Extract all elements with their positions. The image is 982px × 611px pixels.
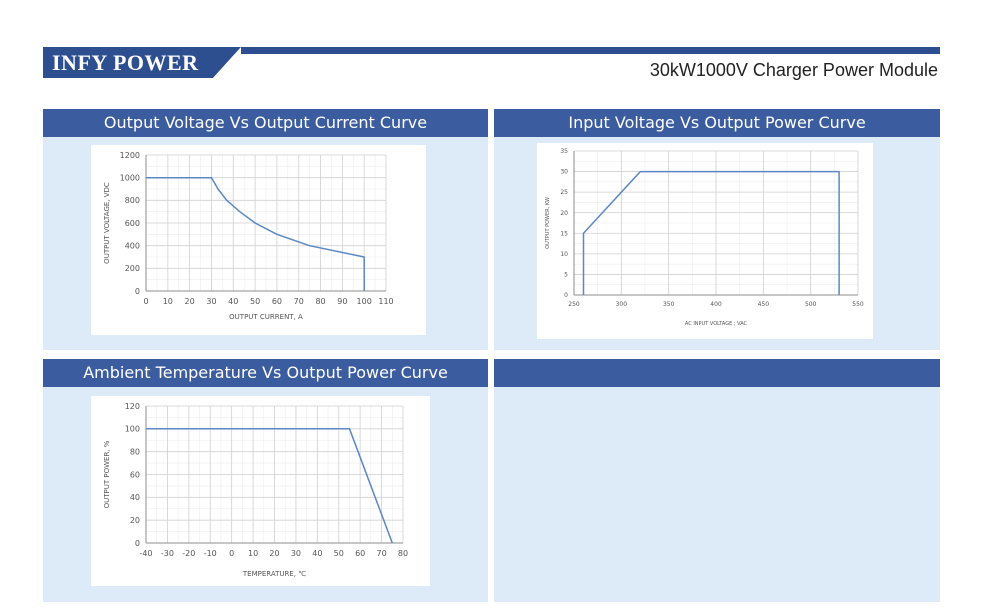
series-line	[582, 170, 840, 295]
x-tick-label: 40	[228, 297, 238, 306]
x-tick-label: -20	[182, 549, 195, 558]
series-line	[146, 428, 394, 544]
x-tick-label: 10	[248, 549, 258, 558]
x-tick-label: 20	[185, 297, 195, 306]
x-tick-label: 60	[272, 297, 282, 306]
panel-title	[494, 359, 940, 387]
x-axis-label: TEMPERATURE, ℃	[242, 570, 306, 578]
y-tick-label: 60	[130, 470, 140, 479]
chart-voltage-current: 0 10 20 30 40 50 60 70 80 90 100 110 0 200 400 600 800 10…	[103, 151, 394, 321]
panel-temperature-power: Ambient Temperature Vs Output Power Curv…	[43, 359, 488, 602]
y-axis-label: OUTPUT POWER, %	[103, 440, 111, 508]
panel-title: Input Voltage Vs Output Power Curve	[494, 109, 940, 137]
series-line	[146, 176, 365, 291]
y-tick-label: 40	[130, 493, 140, 502]
y-tick-label: 100	[125, 425, 140, 434]
x-tick-label: 50	[250, 297, 260, 306]
x-tick-label: 350	[663, 301, 675, 308]
x-tick-label: 0	[143, 297, 148, 306]
x-tick-label: 80	[315, 297, 325, 306]
y-axis-label: OUTPUT POWER, KW	[545, 197, 551, 249]
x-tick-label: 300	[616, 301, 628, 308]
chart-temperature-power-box: -40 -30 -20 -10 0 10 20 30 40 50 60 70 80 0 20 40 60 80 10…	[91, 396, 430, 586]
y-tick-label: 0	[135, 539, 140, 548]
y-tick-label: 1200	[120, 151, 140, 160]
header-bar	[43, 47, 940, 54]
brand-banner	[43, 47, 241, 78]
x-tick-label: 50	[334, 549, 344, 558]
x-axis-label: OUTPUT CURRENT, A	[229, 313, 303, 321]
y-axis-label: OUTPUT VOLTAGE, VDC	[103, 182, 111, 264]
panel-empty	[494, 359, 940, 602]
y-tick-label: 0	[135, 287, 140, 296]
chart-input-voltage-power-box: 250 300 350 400 450 500 550 0 5 10 15 20 25 30 35 AC IN…	[537, 143, 873, 339]
x-tick-label: 110	[378, 297, 393, 306]
panel-input-voltage-power: Input Voltage Vs Output Power Curve 250 3…	[494, 109, 940, 350]
x-axis-label: AC INPUT VOLTAGE ; VAC	[685, 321, 748, 327]
panel-title: Ambient Temperature Vs Output Power Curv…	[43, 359, 488, 387]
x-tick-label: 40	[312, 549, 322, 558]
x-tick-label: -30	[161, 549, 174, 558]
x-tick-label: -10	[204, 549, 217, 558]
panel-voltage-current: Output Voltage Vs Output Current Curve 0…	[43, 109, 488, 350]
chart-temperature-power: -40 -30 -20 -10 0 10 20 30 40 50 60 70 80 0 20 40 60 80 10…	[103, 402, 408, 578]
x-tick-label: 30	[206, 297, 216, 306]
product-title: 30kW1000V Charger Power Module	[649, 60, 938, 80]
brand-logo: INFY POWER	[52, 50, 199, 75]
y-tick-label: 120	[125, 402, 140, 411]
y-tick-label: 10	[560, 251, 568, 258]
x-tick-label: 70	[376, 549, 386, 558]
x-tick-label: 90	[337, 297, 347, 306]
y-tick-label: 200	[125, 264, 140, 273]
x-tick-label: 550	[852, 301, 864, 308]
x-tick-label: 450	[758, 301, 770, 308]
y-tick-label: 20	[560, 210, 568, 217]
y-tick-label: 15	[560, 230, 568, 237]
x-tick-label: 10	[163, 297, 173, 306]
y-tick-label: 20	[130, 516, 140, 525]
x-tick-label: 30	[291, 549, 301, 558]
panel-title: Output Voltage Vs Output Current Curve	[43, 109, 488, 137]
x-tick-label: -40	[139, 549, 152, 558]
y-tick-label: 400	[125, 241, 140, 250]
x-tick-label: 70	[294, 297, 304, 306]
x-tick-label: 80	[398, 549, 408, 558]
x-tick-label: 100	[357, 297, 372, 306]
x-tick-label: 250	[568, 301, 580, 308]
x-tick-label: 500	[805, 301, 817, 308]
y-tick-label: 25	[560, 189, 568, 196]
x-tick-label: 400	[710, 301, 722, 308]
x-tick-label: 20	[269, 549, 279, 558]
x-tick-label: 60	[355, 549, 365, 558]
y-tick-label: 80	[130, 447, 140, 456]
y-tick-label: 1000	[120, 173, 140, 182]
chart-input-voltage-power: 250 300 350 400 450 500 550 0 5 10 15 20 25 30 35 AC IN…	[545, 148, 864, 327]
chart-voltage-current-box: 0 10 20 30 40 50 60 70 80 90 100 110 0 200 400 600 800 10…	[91, 145, 426, 335]
x-tick-label: 0	[229, 549, 234, 558]
y-tick-label: 35	[560, 148, 568, 155]
y-tick-label: 600	[125, 219, 140, 228]
y-tick-label: 30	[560, 169, 568, 176]
y-tick-label: 800	[125, 196, 140, 205]
y-tick-label: 0	[564, 292, 568, 299]
major-gridlines	[145, 405, 404, 544]
y-tick-label: 5	[564, 272, 568, 279]
